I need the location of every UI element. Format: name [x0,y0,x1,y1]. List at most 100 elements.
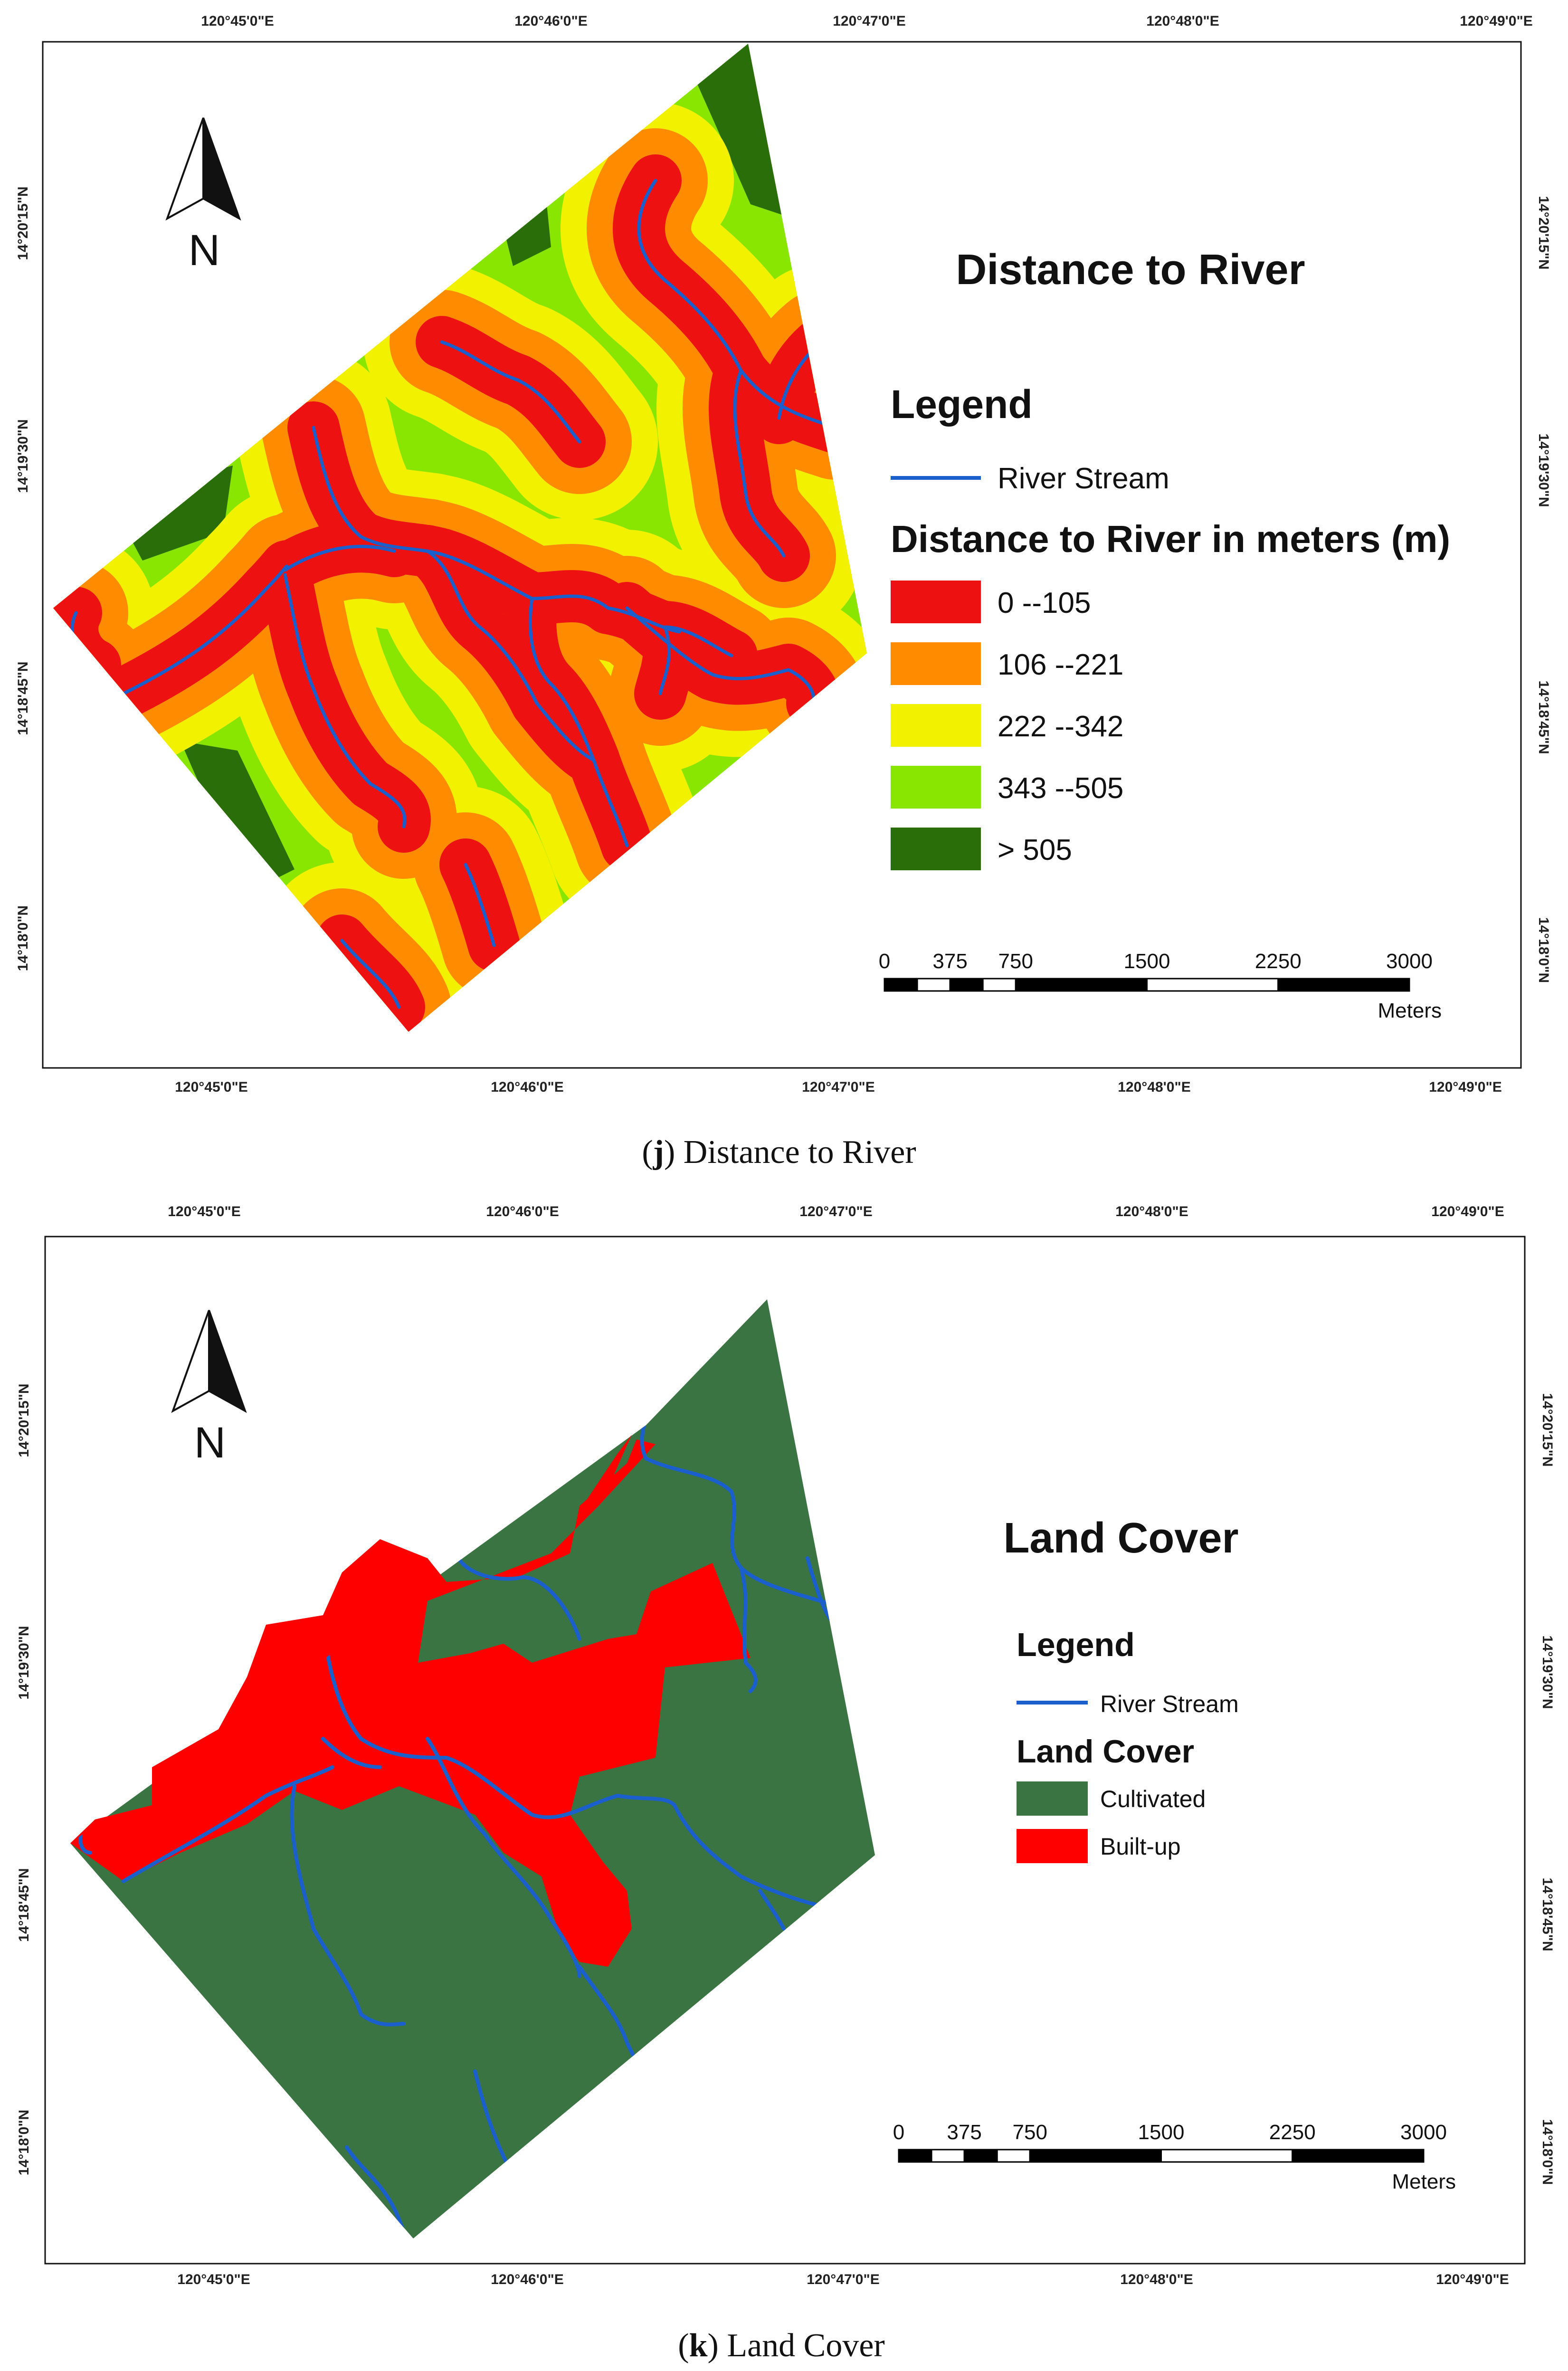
legend-heading: Legend [1017,1626,1135,1663]
class-heading: Distance to River in meters (m) [891,518,1450,560]
legend-swatch [891,581,981,623]
north-arrow-icon: N [165,117,241,275]
legend-swatch [891,828,981,870]
class-list: 0 --105 106 --221 222 --342 343 --505 > 505 [891,581,1123,870]
north-arrow-icon: N [171,1310,247,1467]
scale-segment [931,2149,965,2163]
panel-land-cover: 120°45'0"E 120°46'0"E 120°47'0"E 120°48'… [16,1204,1555,2287]
lon-label: 120°45'0"E [177,2272,250,2287]
legend-heading: Legend [891,382,1033,427]
scale-tick-label: 750 [998,950,1033,973]
legend-swatch [1017,1829,1088,1863]
latitude-labels-left: 14°20'15"N 14°19'30"N 14°18'45"N 14°18'0… [16,1383,32,2175]
scale-segment [1277,978,1410,992]
scale-tick-label: 3000 [1400,2121,1447,2144]
scale-segment [963,2149,998,2163]
lon-label: 120°46'0"E [514,13,587,29]
legend-swatch [891,642,981,685]
scale-segment [982,978,1017,992]
scale-tick-label: 3000 [1386,950,1433,973]
lon-label: 120°45'0"E [201,13,274,29]
caption-letter: j [653,1134,664,1171]
caption-j: (j) Distance to River [642,1134,916,1171]
scale-tick-label: 2250 [1255,950,1302,973]
lon-label: 120°49'0"E [1460,13,1532,29]
scale-segment [1029,2149,1162,2163]
scale-unit: Meters [1378,999,1442,1022]
map-title: Land Cover [1003,1514,1238,1562]
latitude-labels-right: 14°20'15"N 14°19'30"N 14°18'45"N 14°18'0… [1536,196,1551,983]
lon-label: 120°45'0"E [175,1079,247,1095]
legend-swatch [891,704,981,747]
built-up-area [70,1439,751,1967]
lat-label: 14°19'30"N [1539,1635,1555,1709]
scale-tick-label: 0 [893,2121,904,2144]
scale-segment [1015,978,1148,992]
distance-raster [53,44,867,1032]
scale-unit: Meters [1392,2170,1456,2193]
lon-label: 120°45'0"E [168,1204,240,1219]
lat-label: 14°18'0"N [16,2110,32,2175]
north-label: N [189,226,220,275]
lat-label: 14°20'15"N [1539,1393,1555,1466]
legend-class-label: 222 --342 [998,710,1123,743]
lat-label: 14°18'0"N [15,905,31,971]
lon-label: 120°48'0"E [1120,2272,1193,2287]
lon-label: 120°49'0"E [1431,1204,1504,1219]
scale-segment [949,978,984,992]
scale-tick-label: 2250 [1269,2121,1316,2144]
scale-bar: 0 375 750 1500 2250 3000 Meters [879,950,1442,1022]
scale-segment [996,2149,1031,2163]
legend-class-label: 343 --505 [998,772,1123,805]
scale-tick-label: 1500 [1124,950,1170,973]
lat-label: 14°20'15"N [16,1383,32,1457]
legend: Legend River Stream Land Cover Cultivate… [1017,1626,1239,1863]
legend-class-label: Built-up [1100,1833,1181,1860]
river-network [78,1390,838,2235]
longitude-labels-bottom: 120°45'0"E 120°46'0"E 120°47'0"E 120°48'… [175,1079,1501,1095]
scale-tick-label: 1500 [1138,2121,1185,2144]
river-label: River Stream [1100,1691,1239,1717]
lon-label: 120°49'0"E [1436,2272,1509,2287]
scale-segment [1146,978,1279,992]
north-label: N [194,1419,226,1467]
lon-label: 120°48'0"E [1115,1204,1188,1219]
scale-segment [884,978,918,992]
river-label: River Stream [998,462,1169,495]
lat-label: 14°18'0"N [1536,917,1551,983]
built-up-area [580,1435,632,1511]
lon-label: 120°46'0"E [491,2272,563,2287]
legend-swatch [1017,1781,1088,1816]
lon-label: 120°47'0"E [799,1204,872,1219]
panel-distance-to-river: 120°45'0"E 120°46'0"E 120°47'0"E 120°48'… [15,13,1551,1095]
lat-label: 14°18'45"N [1536,680,1551,754]
legend: Legend River Stream Distance to River in… [891,382,1450,870]
lon-label: 120°47'0"E [807,2272,879,2287]
lon-label: 120°49'0"E [1429,1079,1501,1095]
lon-label: 120°47'0"E [802,1079,874,1095]
latitude-labels-left: 14°20'15"N 14°19'30"N 14°18'45"N 14°18'0… [15,186,31,971]
lat-label: 14°19'30"N [1536,433,1551,507]
lat-label: 14°18'45"N [1539,1877,1555,1951]
scale-tick-label: 375 [932,950,967,973]
caption-text: Land Cover [727,2327,884,2364]
land-cover-map [70,1299,875,2238]
map-title: Distance to River [956,246,1305,294]
lat-label: 14°20'15"N [1536,196,1551,269]
caption-letter: k [689,2327,708,2364]
class-list: Cultivated Built-up [1017,1781,1206,1863]
lat-label: 14°19'30"N [15,419,31,493]
caption-k: (k) Land Cover [678,2327,884,2364]
legend-class-label: 0 --105 [998,587,1091,619]
longitude-labels-top: 120°45'0"E 120°46'0"E 120°47'0"E 120°48'… [168,1204,1504,1219]
legend-class-label: Cultivated [1100,1786,1206,1812]
scale-tick-label: 750 [1013,2121,1047,2144]
scale-bar: 0 375 750 1500 2250 3000 Meters [893,2121,1456,2193]
scale-tick-label: 0 [879,950,890,973]
class-heading: Land Cover [1017,1733,1194,1770]
lon-label: 120°47'0"E [833,13,905,29]
legend-class-label: 106 --221 [998,648,1123,681]
lat-label: 14°19'30"N [16,1626,32,1699]
lon-label: 120°48'0"E [1118,1079,1190,1095]
lat-label: 14°20'15"N [15,186,31,260]
